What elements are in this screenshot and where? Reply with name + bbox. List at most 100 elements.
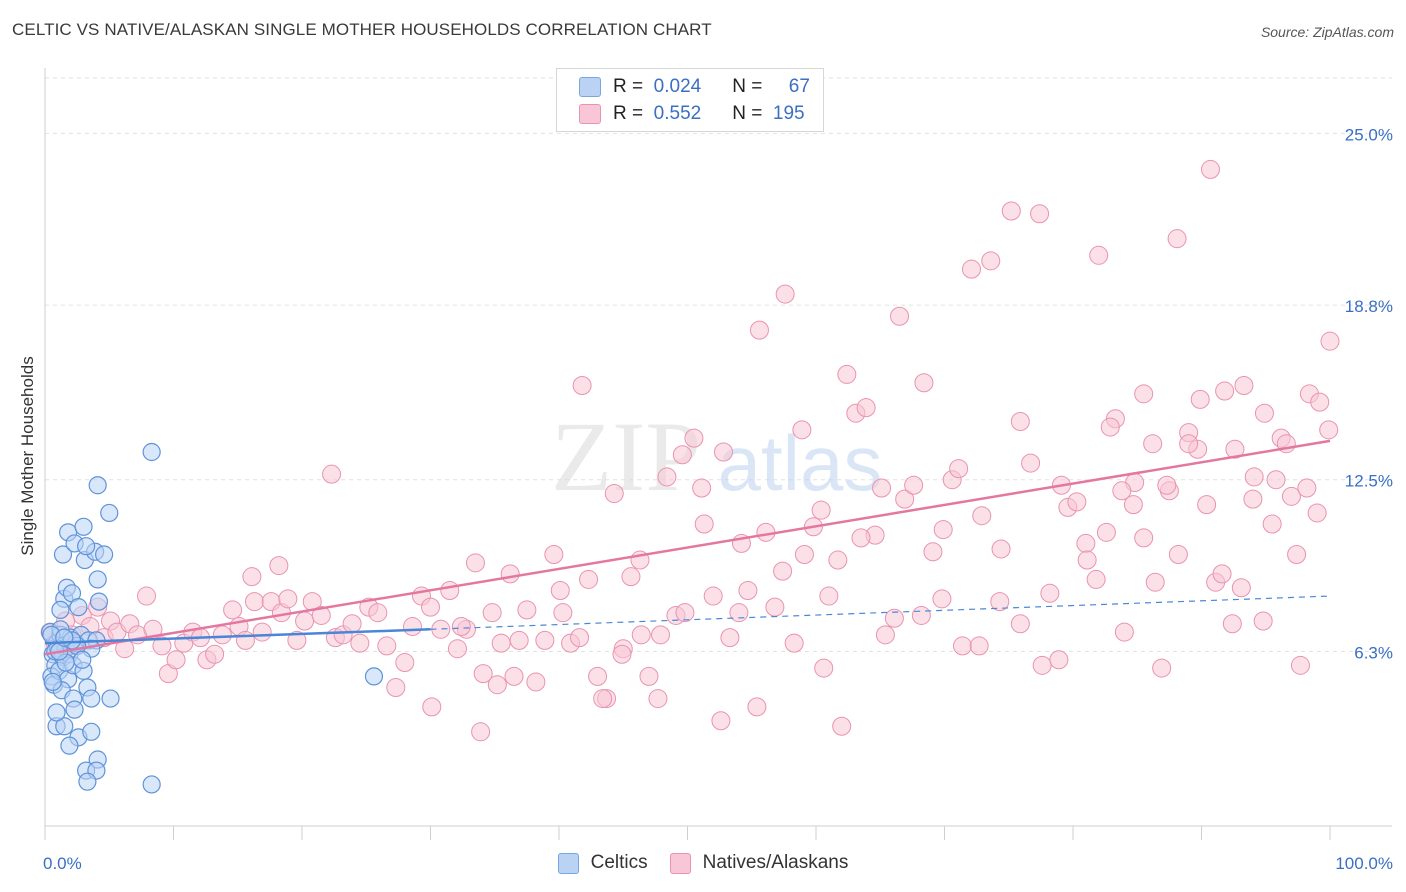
natives-point	[535, 630, 555, 650]
natives-point	[593, 689, 613, 709]
natives-point	[895, 489, 915, 509]
natives-point	[440, 581, 460, 601]
natives-points	[40, 159, 1340, 742]
natives-point	[1049, 650, 1069, 670]
y-tick-label: 12.5%	[1345, 472, 1393, 491]
natives-point	[491, 633, 511, 653]
natives-point	[544, 545, 564, 565]
natives-point	[1134, 528, 1154, 548]
natives-point	[923, 542, 943, 562]
natives-point	[504, 666, 524, 686]
natives-point	[403, 617, 423, 637]
celtics-points	[41, 442, 384, 794]
natives-point	[694, 514, 714, 534]
natives-point	[675, 603, 695, 623]
legend-item-natives[interactable]: Natives/Alaskans	[669, 852, 848, 874]
legend-n-value: 195	[772, 103, 805, 124]
natives-point	[884, 608, 904, 628]
natives-point	[972, 506, 992, 526]
celtics-point	[142, 775, 161, 794]
natives-point	[773, 561, 793, 581]
natives-point	[911, 605, 931, 625]
natives-point	[1319, 420, 1339, 440]
natives-point	[212, 625, 232, 645]
tick-labels: 6.3% 12.5% 18.8% 25.0% 0.0% 100.0%	[43, 125, 1393, 873]
natives-point	[422, 697, 442, 717]
natives-point	[1021, 453, 1041, 473]
natives-point	[1234, 376, 1254, 396]
natives-point	[657, 467, 677, 487]
natives-point	[1168, 545, 1188, 565]
celtics-point	[47, 703, 66, 722]
natives-point	[500, 564, 520, 584]
natives-point	[223, 600, 243, 620]
natives-point	[482, 603, 502, 623]
legend-r-label: R =	[613, 76, 644, 97]
natives-point	[890, 306, 910, 326]
legend-n-value: 67	[788, 76, 810, 97]
natives-point	[1100, 417, 1120, 437]
natives-point	[811, 500, 831, 520]
natives-point	[287, 630, 307, 650]
natives-point	[550, 581, 570, 601]
legend-swatch-natives	[579, 104, 601, 124]
celtics-trend-dashed	[430, 595, 1331, 630]
celtics-point	[88, 570, 107, 589]
celtics-point	[142, 442, 161, 462]
natives-point	[932, 589, 952, 609]
natives-point	[1215, 381, 1235, 401]
natives-point	[1287, 545, 1307, 565]
natives-point	[832, 716, 852, 736]
legend-item-celtics[interactable]: Celtics	[557, 852, 648, 874]
y-axis-label: Single Mother Households	[18, 356, 37, 556]
celtics-point	[51, 600, 70, 620]
series-legend: Celtics Natives/Alaskans	[0, 852, 1406, 874]
natives-point	[1030, 204, 1050, 224]
natives-trend-line	[44, 439, 1331, 656]
celtics-point	[65, 700, 84, 719]
natives-point	[1134, 384, 1154, 404]
legend-swatch-natives	[669, 852, 691, 874]
natives-point	[851, 528, 871, 548]
y-tick-label: 25.0%	[1345, 125, 1393, 144]
celtics-point	[95, 545, 114, 564]
natives-point	[1266, 470, 1286, 490]
natives-point	[792, 420, 812, 440]
natives-point	[242, 567, 262, 587]
natives-point	[1010, 614, 1030, 634]
natives-point	[368, 603, 388, 623]
natives-point	[713, 442, 733, 462]
natives-point	[471, 722, 491, 742]
natives-point	[1112, 481, 1132, 501]
natives-point	[1076, 533, 1096, 553]
natives-point	[819, 586, 839, 606]
natives-point	[949, 459, 969, 479]
natives-point	[1231, 578, 1251, 598]
legend-row-celtics: R = 0.024 N = 67	[579, 74, 810, 100]
natives-point	[1262, 514, 1282, 534]
natives-point	[604, 484, 624, 504]
natives-point	[342, 614, 362, 634]
natives-point	[1145, 572, 1165, 592]
natives-point	[872, 478, 892, 498]
legend-row-natives: R = 0.552 N = 195	[579, 101, 805, 127]
natives-point	[526, 672, 546, 692]
natives-point	[639, 666, 659, 686]
natives-point	[856, 398, 876, 418]
natives-point	[166, 650, 186, 670]
natives-point	[1281, 486, 1301, 506]
natives-point	[1067, 492, 1087, 512]
y-tick-label: 6.3%	[1354, 643, 1393, 662]
natives-point	[875, 625, 895, 645]
legend-swatch-celtics	[579, 77, 601, 97]
grid-lines	[45, 77, 1392, 652]
celtics-point	[74, 517, 93, 536]
natives-point	[252, 622, 272, 642]
natives-point	[235, 630, 255, 650]
chart-title: CELTIC VS NATIVE/ALASKAN SINGLE MOTHER H…	[12, 20, 712, 39]
natives-point	[837, 364, 857, 384]
natives-point	[311, 605, 331, 625]
natives-point	[152, 636, 172, 656]
natives-point	[1310, 392, 1330, 412]
natives-point	[386, 677, 406, 697]
